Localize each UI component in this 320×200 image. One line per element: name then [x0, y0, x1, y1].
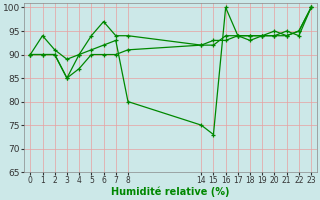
X-axis label: Humidité relative (%): Humidité relative (%)	[111, 187, 230, 197]
